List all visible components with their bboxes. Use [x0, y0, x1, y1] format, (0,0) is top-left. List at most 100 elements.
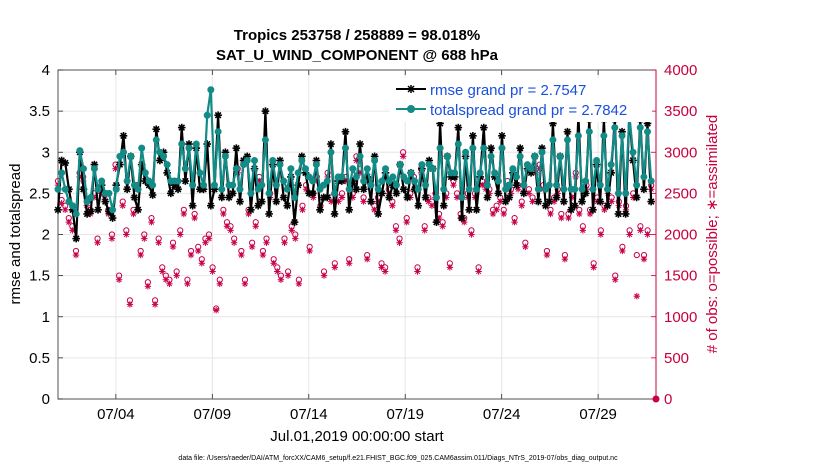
- obs-assimilated-point: [277, 276, 285, 283]
- rmse-point: [152, 125, 161, 134]
- rmse-point: [498, 132, 506, 140]
- totalspread-point: [491, 169, 499, 177]
- totalspread-point: [283, 185, 291, 193]
- totalspread-point: [189, 181, 197, 189]
- y-right-tick-label: 4000: [664, 62, 697, 79]
- rmse-point: [167, 189, 175, 198]
- obs-assimilated-point: [65, 218, 72, 226]
- totalspread-point: [138, 144, 146, 152]
- totalspread-point: [210, 181, 218, 189]
- totalspread-point: [232, 165, 240, 173]
- totalspread-point: [483, 181, 491, 189]
- obs-assimilated-point: [576, 210, 583, 218]
- totalspread-point: [367, 181, 375, 189]
- totalspread-point: [545, 181, 553, 189]
- x-tick-label: 07/29: [579, 406, 617, 423]
- obs-assimilated-point: [439, 223, 446, 230]
- totalspread-point: [443, 152, 451, 160]
- totalspread-point: [640, 173, 648, 181]
- totalspread-point: [261, 136, 269, 144]
- totalspread-point: [509, 165, 517, 173]
- obs-assimilated-point: [123, 231, 130, 238]
- obs-assimilated-point: [270, 260, 277, 267]
- obs-assimilated-point: [281, 239, 288, 246]
- totalspread-point: [465, 185, 473, 193]
- totalspread-point: [338, 173, 346, 181]
- obs-assimilated-point: [579, 227, 587, 234]
- rmse-point: [385, 193, 393, 202]
- totalspread-point: [112, 185, 120, 193]
- totalspread-point: [607, 161, 615, 169]
- totalspread-point: [291, 193, 299, 201]
- totalspread-point: [141, 169, 149, 177]
- obs-assimilated-point: [403, 218, 410, 226]
- rmse-point: [392, 189, 401, 198]
- rmse-point: [505, 193, 514, 202]
- obs-assimilated-point: [644, 231, 651, 238]
- totalspread-point: [520, 181, 528, 189]
- obs-assimilated-point: [619, 247, 626, 255]
- totalspread-point: [149, 181, 157, 189]
- totalspread-point: [414, 185, 422, 193]
- totalspread-point: [560, 185, 568, 193]
- totalspread-point: [134, 185, 142, 193]
- totalspread-point: [120, 148, 128, 156]
- rmse-point: [432, 218, 441, 226]
- obs-assimilated-point: [381, 268, 389, 275]
- totalspread-point: [527, 165, 535, 173]
- rmse-point: [236, 197, 244, 206]
- obs-assimilated-point: [119, 202, 126, 209]
- totalspread-point: [214, 128, 222, 136]
- y-right-tick-labels: 0 500 1000 1500 2000 2500 3000 3500 4000: [664, 62, 697, 408]
- obs-assimilated-point: [195, 247, 202, 255]
- totalspread-point: [69, 202, 77, 210]
- totalspread-point: [105, 189, 113, 197]
- totalspread-point: [301, 165, 309, 173]
- y-tick-labels: 0 0.5 1 1.5 2 2.5 3 3.5 4: [29, 62, 50, 408]
- rmse-point: [469, 132, 477, 140]
- rmse-point: [174, 185, 182, 194]
- x-tick-labels: 07/04 07/09 07/14 07/19 07/24 07/29: [97, 406, 617, 423]
- totalspread-point: [454, 140, 462, 148]
- rmse-point: [188, 201, 197, 210]
- obs-assimilated-point: [177, 231, 184, 238]
- rmse-point: [228, 189, 237, 198]
- totalspread-point: [585, 128, 593, 136]
- rmse-point: [148, 191, 157, 199]
- totalspread-point: [327, 148, 335, 156]
- totalspread-point: [516, 152, 524, 160]
- rmse-point: [640, 185, 648, 194]
- obs-assimilated-point: [173, 272, 180, 279]
- rmse-point: [61, 159, 70, 167]
- rmse-point: [283, 201, 292, 210]
- rmse-point: [130, 193, 139, 202]
- obs-assimilated-point: [331, 264, 339, 271]
- rmse-point: [399, 185, 408, 194]
- totalspread-point: [374, 185, 382, 193]
- rmse-point: [552, 193, 561, 202]
- obs-assimilated-point: [198, 260, 206, 267]
- y-right-tick-label: 2500: [664, 185, 697, 202]
- rmse-point: [345, 206, 353, 214]
- totalspread-point: [418, 161, 426, 169]
- totalspread-point: [553, 181, 561, 189]
- totalspread-point: [87, 193, 95, 201]
- rmse-point: [54, 206, 62, 214]
- y-tick-label: 2: [42, 227, 50, 244]
- legend-rmse-label: rmse grand pr = 2.7547: [430, 82, 586, 99]
- totalspread-point: [371, 156, 379, 164]
- obs-assimilated-point: [169, 243, 177, 251]
- totalspread-point: [392, 181, 400, 189]
- rmse-point: [589, 206, 597, 214]
- obs-assimilated-point: [633, 292, 640, 300]
- legend-spread-label: totalspread grand pr = 2.7842: [430, 102, 627, 119]
- totalspread-point: [251, 156, 259, 164]
- rmse-point: [479, 123, 488, 132]
- obs-assimilated-point: [58, 200, 65, 207]
- obs-assimilated-point: [399, 153, 407, 160]
- obs-assimilated-point: [227, 227, 234, 234]
- totalspread-point: [574, 132, 582, 140]
- obs-assimilated-point: [626, 231, 633, 238]
- totalspread-point: [462, 148, 470, 156]
- legend-spread-marker: [407, 105, 415, 113]
